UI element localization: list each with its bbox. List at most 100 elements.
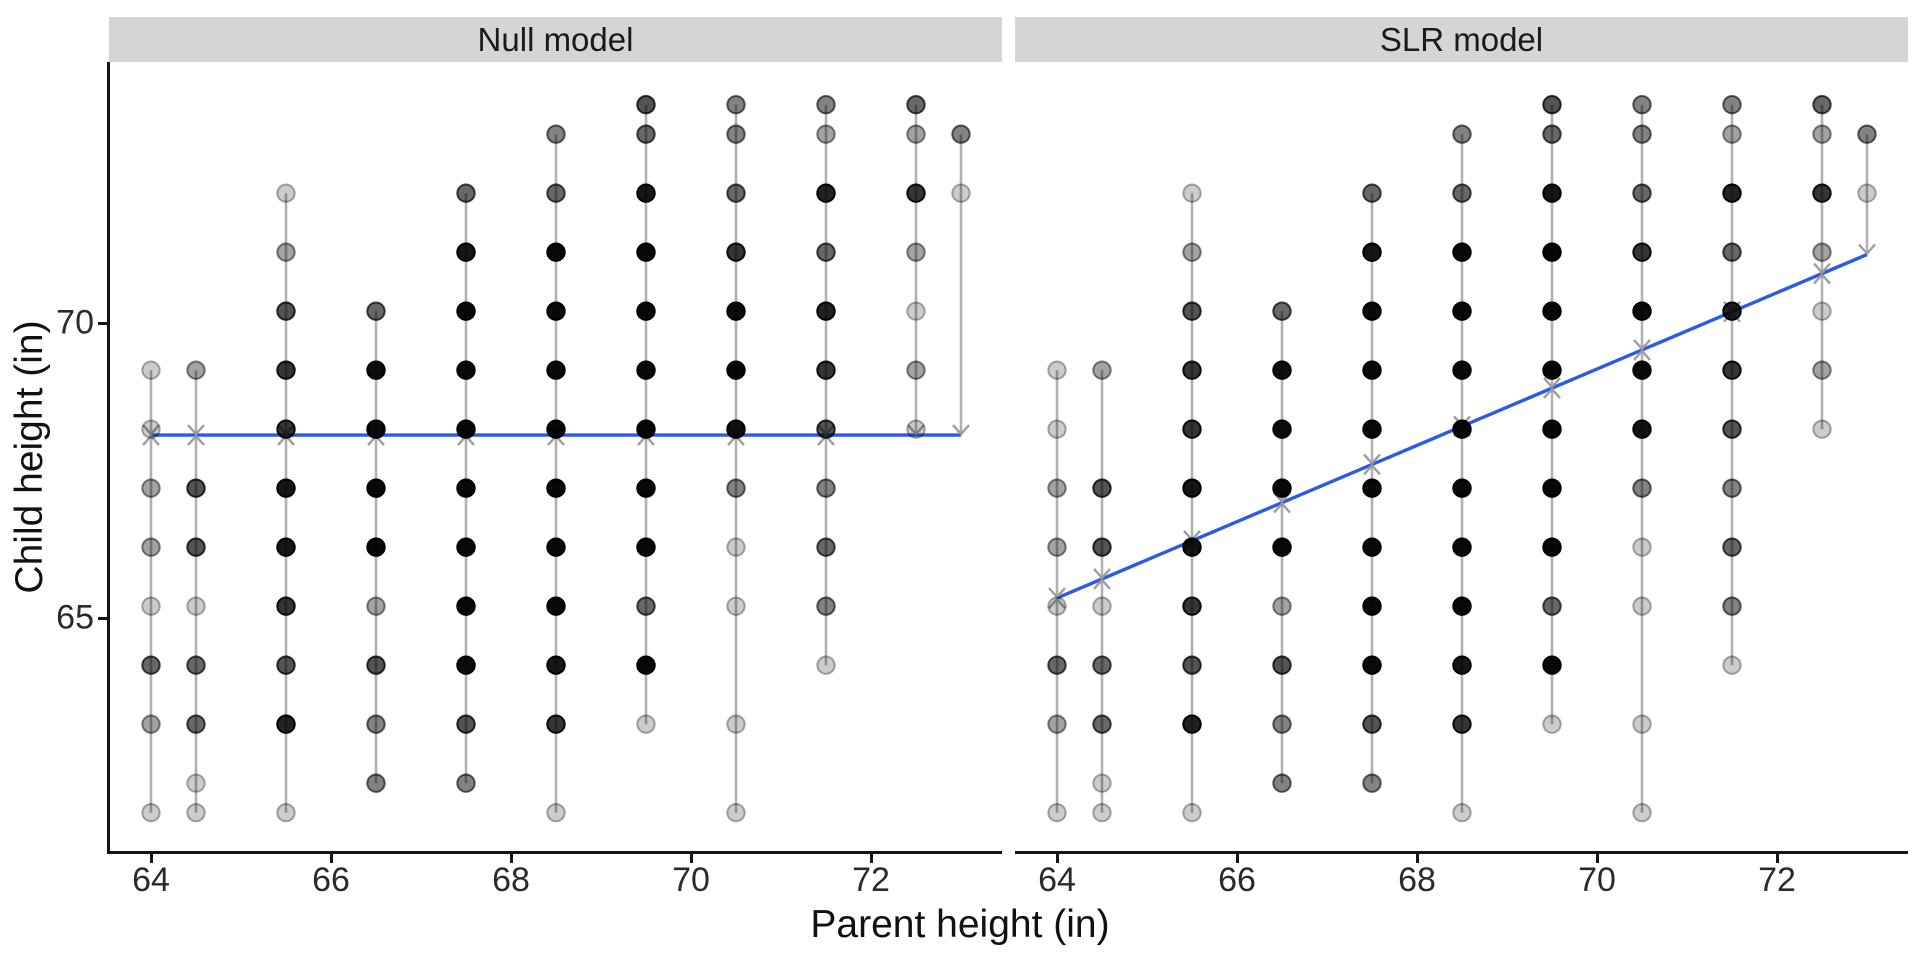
data-point	[1272, 714, 1292, 734]
data-point	[546, 183, 566, 203]
data-point	[1812, 95, 1832, 115]
data-point	[816, 242, 836, 262]
data-point	[546, 596, 566, 616]
y-tick-label: 65	[56, 598, 94, 637]
x-tick-mark	[1055, 854, 1059, 863]
data-point	[1452, 803, 1472, 823]
data-point	[636, 419, 656, 439]
data-point	[141, 537, 161, 557]
residual-arrowhead	[952, 424, 970, 436]
data-point	[726, 537, 746, 557]
data-point	[1857, 183, 1877, 203]
data-point	[141, 360, 161, 380]
data-point	[1047, 419, 1067, 439]
data-point	[1182, 803, 1202, 823]
data-point	[1182, 714, 1202, 734]
facet-strip-slr-model: SLR model	[1015, 17, 1908, 62]
residual-arrowhead	[1813, 262, 1831, 275]
residual-arrowhead	[1048, 597, 1066, 609]
data-point	[366, 596, 386, 616]
data-point	[1542, 537, 1562, 557]
x-tick-mark	[869, 854, 873, 863]
data-point	[1362, 655, 1382, 675]
data-point	[1542, 95, 1562, 115]
data-point	[1722, 478, 1742, 498]
data-point	[276, 183, 296, 203]
data-point	[546, 419, 566, 439]
residual-arrowhead	[1048, 587, 1066, 599]
data-point	[1362, 773, 1382, 793]
data-point	[1047, 655, 1067, 675]
data-point	[456, 183, 476, 203]
data-point	[1542, 242, 1562, 262]
data-point	[1092, 360, 1112, 380]
data-point	[546, 478, 566, 498]
data-point	[726, 803, 746, 823]
data-point	[1182, 301, 1202, 321]
data-point	[366, 773, 386, 793]
residual-arrowhead	[187, 424, 205, 436]
data-point	[366, 714, 386, 734]
data-point	[1452, 124, 1472, 144]
data-point	[1812, 124, 1832, 144]
x-tick-mark	[329, 854, 333, 863]
data-point	[1812, 242, 1832, 262]
data-point	[1452, 478, 1472, 498]
residual-arrowhead	[1093, 578, 1111, 590]
data-point	[456, 242, 476, 262]
data-point	[1272, 419, 1292, 439]
y-tick-label: 70	[56, 303, 94, 342]
data-point	[366, 537, 386, 557]
data-point	[906, 419, 926, 439]
data-point	[816, 478, 836, 498]
data-point	[1632, 183, 1652, 203]
data-point	[1812, 360, 1832, 380]
data-point	[546, 714, 566, 734]
x-axis-line-left-panel	[109, 851, 1002, 854]
data-point	[816, 360, 836, 380]
data-point	[1632, 478, 1652, 498]
data-point	[636, 537, 656, 557]
data-point	[1632, 714, 1652, 734]
data-point	[1272, 478, 1292, 498]
x-axis-line-right-panel	[1015, 851, 1908, 854]
data-point	[546, 124, 566, 144]
data-point	[1362, 242, 1382, 262]
data-point	[1632, 596, 1652, 616]
y-tick-mark	[98, 616, 107, 620]
data-point	[1542, 301, 1562, 321]
data-point	[951, 183, 971, 203]
data-point	[1362, 301, 1382, 321]
data-point	[276, 242, 296, 262]
data-point	[276, 419, 296, 439]
data-point	[1632, 124, 1652, 144]
facet-strip-label: SLR model	[1379, 20, 1544, 58]
data-point	[1452, 419, 1472, 439]
data-point	[726, 419, 746, 439]
x-tick-mark	[149, 854, 153, 863]
x-tick-mark	[689, 854, 693, 863]
data-point	[456, 537, 476, 557]
data-point	[1632, 301, 1652, 321]
data-point	[141, 419, 161, 439]
residual-arrowhead	[1633, 349, 1651, 361]
data-point	[1722, 655, 1742, 675]
residual-arrowhead	[1273, 501, 1291, 514]
data-point	[1182, 596, 1202, 616]
data-point	[636, 478, 656, 498]
data-point	[1452, 301, 1472, 321]
data-point	[456, 714, 476, 734]
data-point	[1722, 301, 1742, 321]
data-point	[1092, 537, 1112, 557]
data-point	[1182, 655, 1202, 675]
data-point	[636, 95, 656, 115]
data-point	[1812, 419, 1832, 439]
data-point	[816, 419, 836, 439]
data-point	[186, 714, 206, 734]
data-point	[1272, 360, 1292, 380]
data-point	[546, 537, 566, 557]
data-point	[726, 478, 746, 498]
data-point	[1047, 360, 1067, 380]
data-point	[1632, 242, 1652, 262]
data-point	[366, 419, 386, 439]
